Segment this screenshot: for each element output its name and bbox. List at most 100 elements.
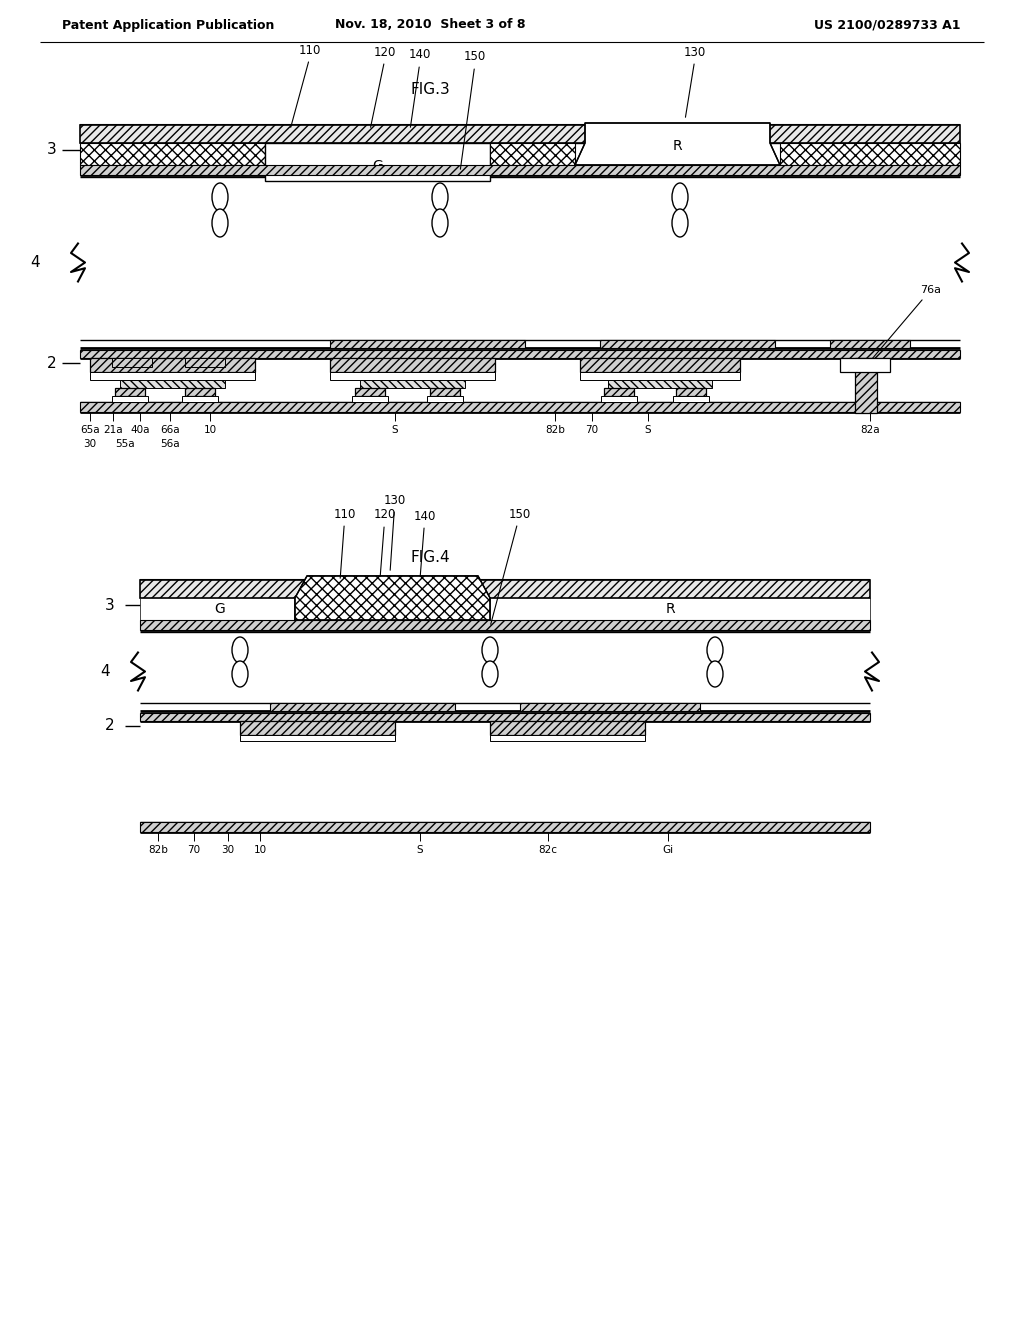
Text: 110: 110 <box>291 44 322 127</box>
Bar <box>80 143 265 165</box>
Text: 150: 150 <box>461 50 486 169</box>
Bar <box>600 341 775 348</box>
Bar <box>112 396 148 403</box>
Bar <box>330 372 495 380</box>
Text: 55a: 55a <box>115 440 135 449</box>
Bar <box>140 579 870 598</box>
Text: 110: 110 <box>334 507 356 578</box>
Bar <box>265 143 490 181</box>
Text: 82a: 82a <box>860 425 880 436</box>
Bar <box>601 396 637 403</box>
Bar <box>520 704 700 711</box>
Text: 82c: 82c <box>539 845 557 855</box>
Text: 56a: 56a <box>160 440 180 449</box>
Text: 4: 4 <box>100 664 110 678</box>
Ellipse shape <box>672 183 688 211</box>
Text: 120: 120 <box>371 45 396 127</box>
Text: 70: 70 <box>187 845 201 855</box>
Text: 66a: 66a <box>160 425 180 436</box>
Text: 140: 140 <box>409 49 431 127</box>
Bar <box>140 822 870 832</box>
Bar <box>840 358 890 372</box>
Bar <box>427 396 463 403</box>
Text: S: S <box>392 425 398 436</box>
Text: 4: 4 <box>30 255 40 271</box>
Text: 140: 140 <box>414 510 436 577</box>
Ellipse shape <box>707 638 723 663</box>
Text: 2: 2 <box>47 355 56 371</box>
Text: 70: 70 <box>586 425 599 436</box>
Bar <box>120 380 225 388</box>
Ellipse shape <box>482 661 498 686</box>
Bar <box>430 388 460 396</box>
Ellipse shape <box>232 661 248 686</box>
Text: 2: 2 <box>105 718 115 734</box>
Text: Patent Application Publication: Patent Application Publication <box>62 18 274 32</box>
Ellipse shape <box>482 638 498 663</box>
Ellipse shape <box>212 183 228 211</box>
Bar <box>240 735 395 741</box>
Bar <box>830 341 910 348</box>
Text: FIG.3: FIG.3 <box>411 82 450 98</box>
Bar <box>90 372 255 380</box>
Bar <box>240 721 395 735</box>
Text: Nov. 18, 2010  Sheet 3 of 8: Nov. 18, 2010 Sheet 3 of 8 <box>335 18 525 32</box>
Text: S: S <box>645 425 651 436</box>
Polygon shape <box>295 576 490 620</box>
Bar <box>115 388 145 396</box>
Bar <box>780 143 961 165</box>
Bar <box>80 403 961 412</box>
Bar <box>182 396 218 403</box>
Bar <box>608 380 712 388</box>
Text: 30: 30 <box>221 845 234 855</box>
Ellipse shape <box>432 209 449 238</box>
Bar <box>80 350 961 358</box>
Bar <box>580 372 740 380</box>
Polygon shape <box>575 123 780 165</box>
Text: G: G <box>215 602 225 616</box>
Bar <box>855 358 877 413</box>
Bar <box>330 358 495 372</box>
Bar <box>490 598 870 620</box>
Text: 130: 130 <box>684 45 707 117</box>
Text: 10: 10 <box>204 425 216 436</box>
Bar <box>140 620 870 630</box>
Text: 82b: 82b <box>545 425 565 436</box>
Text: 130: 130 <box>384 494 407 570</box>
Bar <box>185 358 225 367</box>
Text: G: G <box>372 158 383 173</box>
Bar <box>490 735 645 741</box>
Text: Gi: Gi <box>663 845 674 855</box>
Bar <box>140 598 295 620</box>
Bar <box>80 125 961 143</box>
Bar <box>90 358 255 372</box>
Bar <box>140 713 870 721</box>
Bar <box>330 341 525 348</box>
Text: 3: 3 <box>105 598 115 612</box>
Text: 10: 10 <box>253 845 266 855</box>
Text: 65a: 65a <box>80 425 99 436</box>
Bar <box>490 721 645 735</box>
Bar <box>676 388 706 396</box>
Text: 150: 150 <box>490 507 531 624</box>
Ellipse shape <box>707 661 723 686</box>
Bar <box>360 380 465 388</box>
Text: 3: 3 <box>47 143 57 157</box>
Bar <box>580 358 740 372</box>
Bar <box>80 165 961 176</box>
Ellipse shape <box>432 183 449 211</box>
Text: US 2100/0289733 A1: US 2100/0289733 A1 <box>813 18 961 32</box>
Text: FIG.4: FIG.4 <box>411 550 450 565</box>
Bar <box>352 396 388 403</box>
Text: R: R <box>666 602 675 616</box>
Text: 40a: 40a <box>130 425 150 436</box>
Ellipse shape <box>212 209 228 238</box>
Text: 120: 120 <box>374 508 396 577</box>
Bar <box>270 704 455 711</box>
Text: 82b: 82b <box>148 845 168 855</box>
Bar <box>185 388 215 396</box>
Text: S: S <box>417 845 423 855</box>
Text: 21a: 21a <box>103 425 123 436</box>
Bar <box>604 388 634 396</box>
Text: 30: 30 <box>83 440 96 449</box>
